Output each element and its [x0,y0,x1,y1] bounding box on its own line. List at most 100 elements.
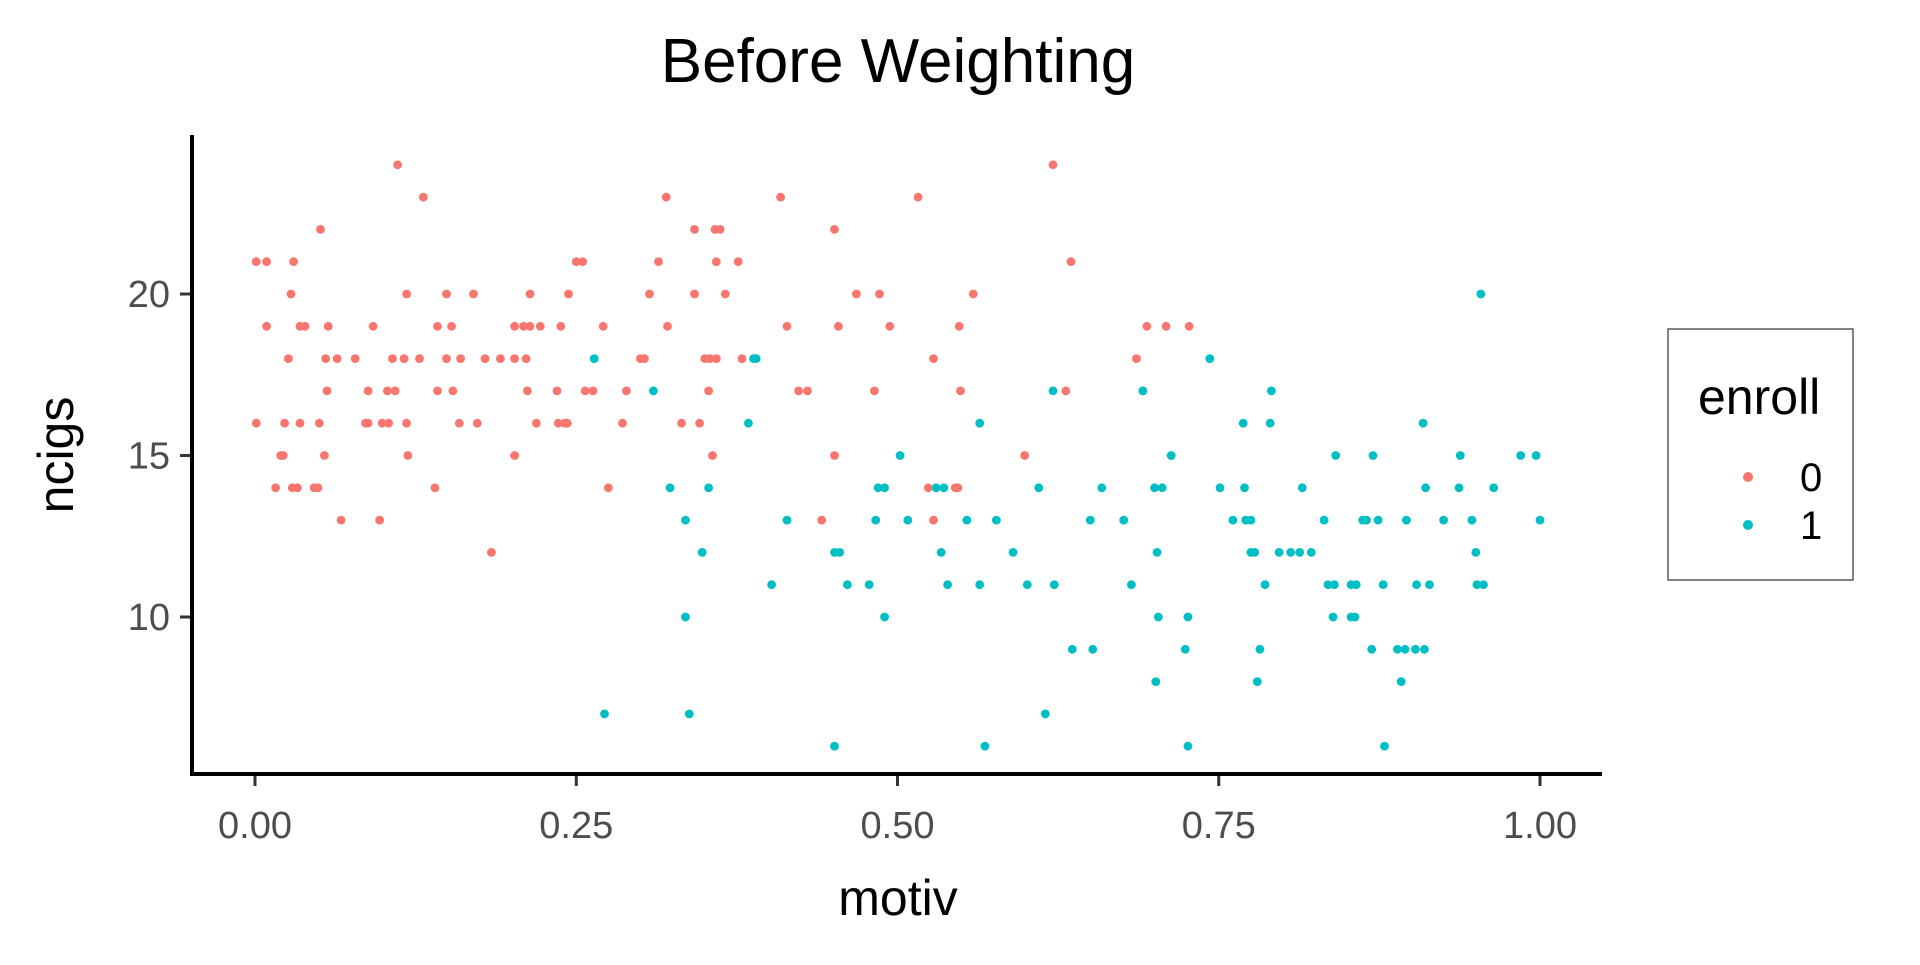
legend-label-0: 0 [1800,456,1822,500]
point-enroll-0 [598,321,608,331]
point-enroll-1 [684,709,694,719]
point-enroll-0 [456,354,465,363]
point-enroll-1 [1411,644,1420,654]
point-enroll-0 [834,321,843,331]
point-enroll-0 [363,386,373,396]
point-enroll-1 [992,515,1001,525]
point-enroll-0 [588,386,598,396]
point-enroll-1 [1362,515,1371,525]
point-enroll-1 [936,548,946,557]
point-enroll-1 [1471,548,1481,557]
point-enroll-1 [903,515,913,525]
point-enroll-1 [1467,515,1477,525]
point-enroll-1 [1085,515,1095,525]
point-enroll-1 [1306,548,1316,557]
point-enroll-1 [1166,451,1176,460]
point-enroll-1 [1119,515,1129,525]
point-enroll-1 [1331,451,1341,460]
point-enroll-1 [1008,548,1018,557]
point-enroll-0 [251,418,261,428]
point-enroll-1 [1240,483,1249,493]
point-enroll-1 [1400,644,1410,654]
point-enroll-1 [880,483,889,493]
point-enroll-0 [510,354,519,363]
point-enroll-0 [510,451,519,460]
point-enroll-1 [1151,677,1161,686]
point-enroll-1 [704,483,713,493]
legend: enroll 0 1 [1667,328,1854,581]
point-enroll-0 [320,451,329,460]
point-enroll-1 [649,386,658,396]
point-enroll-1 [1049,580,1059,590]
point-enroll-1 [1368,451,1378,460]
point-enroll-1 [1535,515,1545,525]
point-enroll-1 [1252,677,1262,686]
point-enroll-0 [519,321,528,331]
point-enroll-0 [496,354,505,363]
point-enroll-0 [332,354,342,363]
point-enroll-0 [251,257,261,267]
point-enroll-0 [284,354,293,363]
points-layer [251,160,1545,751]
point-enroll-0 [677,418,686,428]
point-enroll-1 [1274,548,1284,557]
point-enroll-1 [1034,483,1044,493]
point-enroll-0 [705,354,715,363]
point-enroll-0 [1132,354,1141,363]
point-enroll-1 [1425,580,1434,590]
point-enroll-0 [278,451,288,460]
point-enroll-0 [571,257,581,267]
point-enroll-1 [1479,580,1488,590]
point-enroll-1 [1183,612,1193,622]
point-enroll-0 [556,321,566,331]
point-enroll-0 [454,418,464,428]
point-enroll-1 [1367,644,1377,654]
point-enroll-1 [1183,741,1193,751]
point-enroll-1 [1412,580,1421,590]
point-enroll-0 [830,225,839,234]
point-enroll-1 [931,483,941,493]
point-enroll-0 [640,354,649,363]
point-enroll-0 [480,354,490,363]
point-enroll-0 [690,225,699,234]
point-enroll-1 [1048,386,1058,396]
point-enroll-0 [390,386,400,396]
point-enroll-0 [618,418,627,428]
y-tick-label: 10 [128,597,170,639]
point-enroll-1 [895,451,905,460]
point-enroll-1 [1472,580,1482,590]
point-enroll-0 [711,354,721,363]
point-enroll-1 [1380,741,1389,751]
x-tick-label: 0.75 [1182,805,1256,847]
point-enroll-1 [1180,644,1190,654]
point-enroll-1 [1516,451,1526,460]
point-enroll-0 [487,548,496,557]
point-enroll-1 [1350,612,1360,622]
point-enroll-1 [1040,709,1050,719]
point-enroll-1 [1022,580,1032,590]
point-enroll-0 [803,386,812,396]
point-enroll-1 [1328,612,1338,622]
point-enroll-0 [442,354,451,363]
point-enroll-0 [321,354,331,363]
chart-title: Before Weighting [661,27,1135,96]
point-enroll-1 [1150,483,1159,493]
point-enroll-1 [835,548,845,557]
point-enroll-0 [402,418,411,428]
point-enroll-0 [322,386,332,396]
point-enroll-1 [880,612,889,622]
point-enroll-1 [1421,483,1430,493]
point-enroll-0 [415,354,424,363]
point-enroll-1 [980,741,990,751]
point-enroll-1 [1228,515,1238,525]
point-enroll-1 [1396,677,1406,686]
point-enroll-1 [843,580,852,590]
point-enroll-0 [510,321,519,331]
point-enroll-1 [1246,515,1256,525]
point-enroll-0 [363,418,373,428]
y-axis-title: ncigs [28,397,84,514]
point-enroll-0 [472,418,482,428]
point-enroll-0 [280,418,289,428]
legend-key-1 [1743,520,1753,530]
point-enroll-1 [1378,580,1388,590]
